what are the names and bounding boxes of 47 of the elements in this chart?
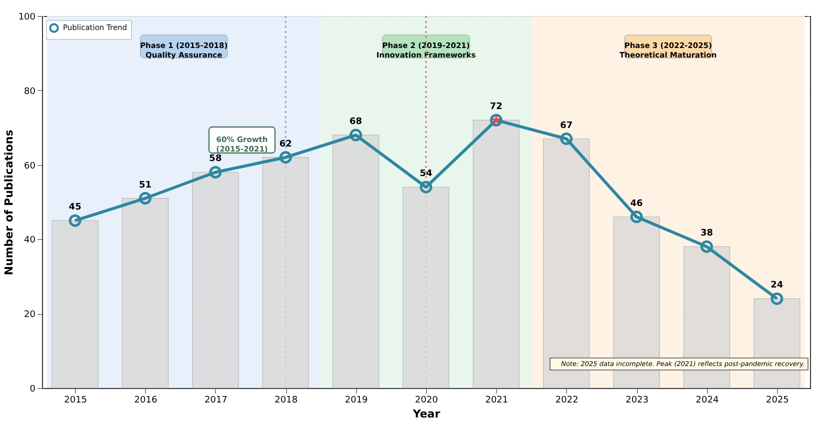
data-label: 67: [560, 120, 573, 131]
y-tick-label: 60: [24, 161, 36, 172]
data-label: 72: [490, 102, 502, 112]
bar: [332, 134, 380, 388]
x-tick-label: 2025: [766, 396, 789, 406]
y-tick-label: 40: [24, 236, 36, 246]
data-label: 54: [420, 169, 432, 180]
data-label: 51: [138, 180, 152, 190]
data-label: 24: [770, 280, 784, 291]
y-tick-label: 100: [18, 12, 36, 22]
x-tick-label: 2024: [696, 396, 719, 406]
data-label: 68: [350, 117, 362, 128]
point: [279, 151, 292, 164]
y-tick-label: 20: [24, 310, 36, 320]
y-tick-label: 80: [24, 86, 36, 97]
x-tick-label: 2019: [344, 396, 368, 406]
y-tick-label: 0: [30, 384, 36, 394]
y-axis-title: Number of Publications: [2, 129, 16, 276]
point: [350, 128, 362, 142]
point: [139, 192, 152, 205]
x-tick-label: 2015: [64, 396, 88, 406]
x-tick-label: 2023: [626, 396, 649, 406]
x-tick-label: 2021: [485, 396, 508, 406]
bar: [122, 198, 169, 388]
point: [420, 180, 432, 194]
data-label: 38: [700, 228, 714, 239]
data-label: 46: [630, 198, 643, 209]
data-label: 62: [279, 139, 292, 150]
bar: [262, 157, 309, 388]
x-tick-label: 2016: [134, 396, 158, 406]
point: [560, 132, 573, 145]
bar: [192, 172, 239, 388]
point: [68, 214, 82, 227]
point: [209, 166, 222, 178]
x-axis-title: Year: [412, 408, 441, 420]
point: [630, 210, 643, 224]
x-tick-label: 2017: [204, 396, 228, 406]
point: [770, 292, 784, 305]
bar: [472, 120, 520, 388]
x-tick-label: 2020: [415, 396, 438, 406]
x-tick-label: 2022: [555, 396, 578, 406]
data-label: 58: [209, 154, 222, 164]
bar: [402, 186, 450, 388]
x-tick-label: 2018: [274, 396, 298, 406]
bar: [52, 220, 98, 388]
point: [700, 240, 713, 253]
data-label: 45: [68, 202, 82, 213]
